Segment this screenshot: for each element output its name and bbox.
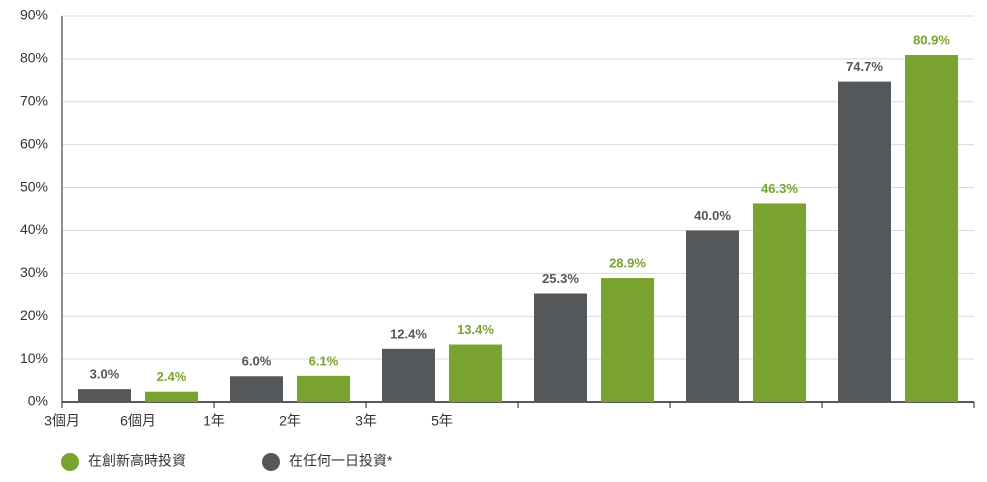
bar bbox=[601, 278, 654, 402]
value-label: 13.4% bbox=[457, 322, 494, 337]
x-tick-label: 3個月 bbox=[44, 413, 80, 429]
x-tick-label: 3年 bbox=[355, 413, 377, 429]
y-tick-label: 0% bbox=[28, 393, 48, 409]
bar bbox=[534, 293, 587, 402]
legend-label: 在創新高時投資 bbox=[88, 453, 186, 469]
bar bbox=[905, 55, 958, 402]
x-tick-label: 6個月 bbox=[120, 413, 156, 429]
value-label: 80.9% bbox=[913, 32, 950, 47]
value-label: 25.3% bbox=[542, 271, 579, 286]
y-tick-label: 10% bbox=[20, 350, 48, 366]
y-tick-label: 80% bbox=[20, 50, 48, 66]
legend-label: 在任何一日投資* bbox=[289, 453, 393, 469]
y-tick-label: 40% bbox=[20, 221, 48, 237]
value-label: 12.4% bbox=[390, 326, 427, 341]
bar bbox=[382, 348, 435, 402]
bar bbox=[449, 344, 502, 402]
y-tick-label: 70% bbox=[20, 92, 48, 108]
bar bbox=[686, 230, 739, 402]
bar bbox=[838, 81, 891, 403]
value-label: 6.0% bbox=[242, 354, 272, 369]
x-tick-label: 1年 bbox=[203, 413, 225, 429]
value-label: 3.0% bbox=[90, 367, 120, 382]
y-tick-label: 20% bbox=[20, 307, 48, 323]
bar bbox=[145, 391, 198, 402]
y-tick-label: 60% bbox=[20, 135, 48, 151]
value-label: 40.0% bbox=[694, 208, 731, 223]
y-tick-label: 50% bbox=[20, 178, 48, 194]
x-tick-label: 5年 bbox=[431, 413, 453, 429]
bar bbox=[78, 389, 131, 402]
value-label: 28.9% bbox=[609, 255, 646, 270]
value-label: 74.7% bbox=[846, 59, 883, 74]
legend-marker bbox=[61, 453, 79, 471]
legend-marker bbox=[262, 453, 280, 471]
bar bbox=[297, 375, 350, 402]
value-label: 46.3% bbox=[761, 181, 798, 196]
bar bbox=[753, 203, 806, 402]
value-label: 6.1% bbox=[309, 353, 339, 368]
y-tick-label: 90% bbox=[20, 7, 48, 23]
x-tick-label: 2年 bbox=[279, 413, 301, 429]
y-tick-label: 30% bbox=[20, 264, 48, 280]
bar bbox=[230, 376, 283, 402]
value-label: 2.4% bbox=[157, 369, 187, 384]
